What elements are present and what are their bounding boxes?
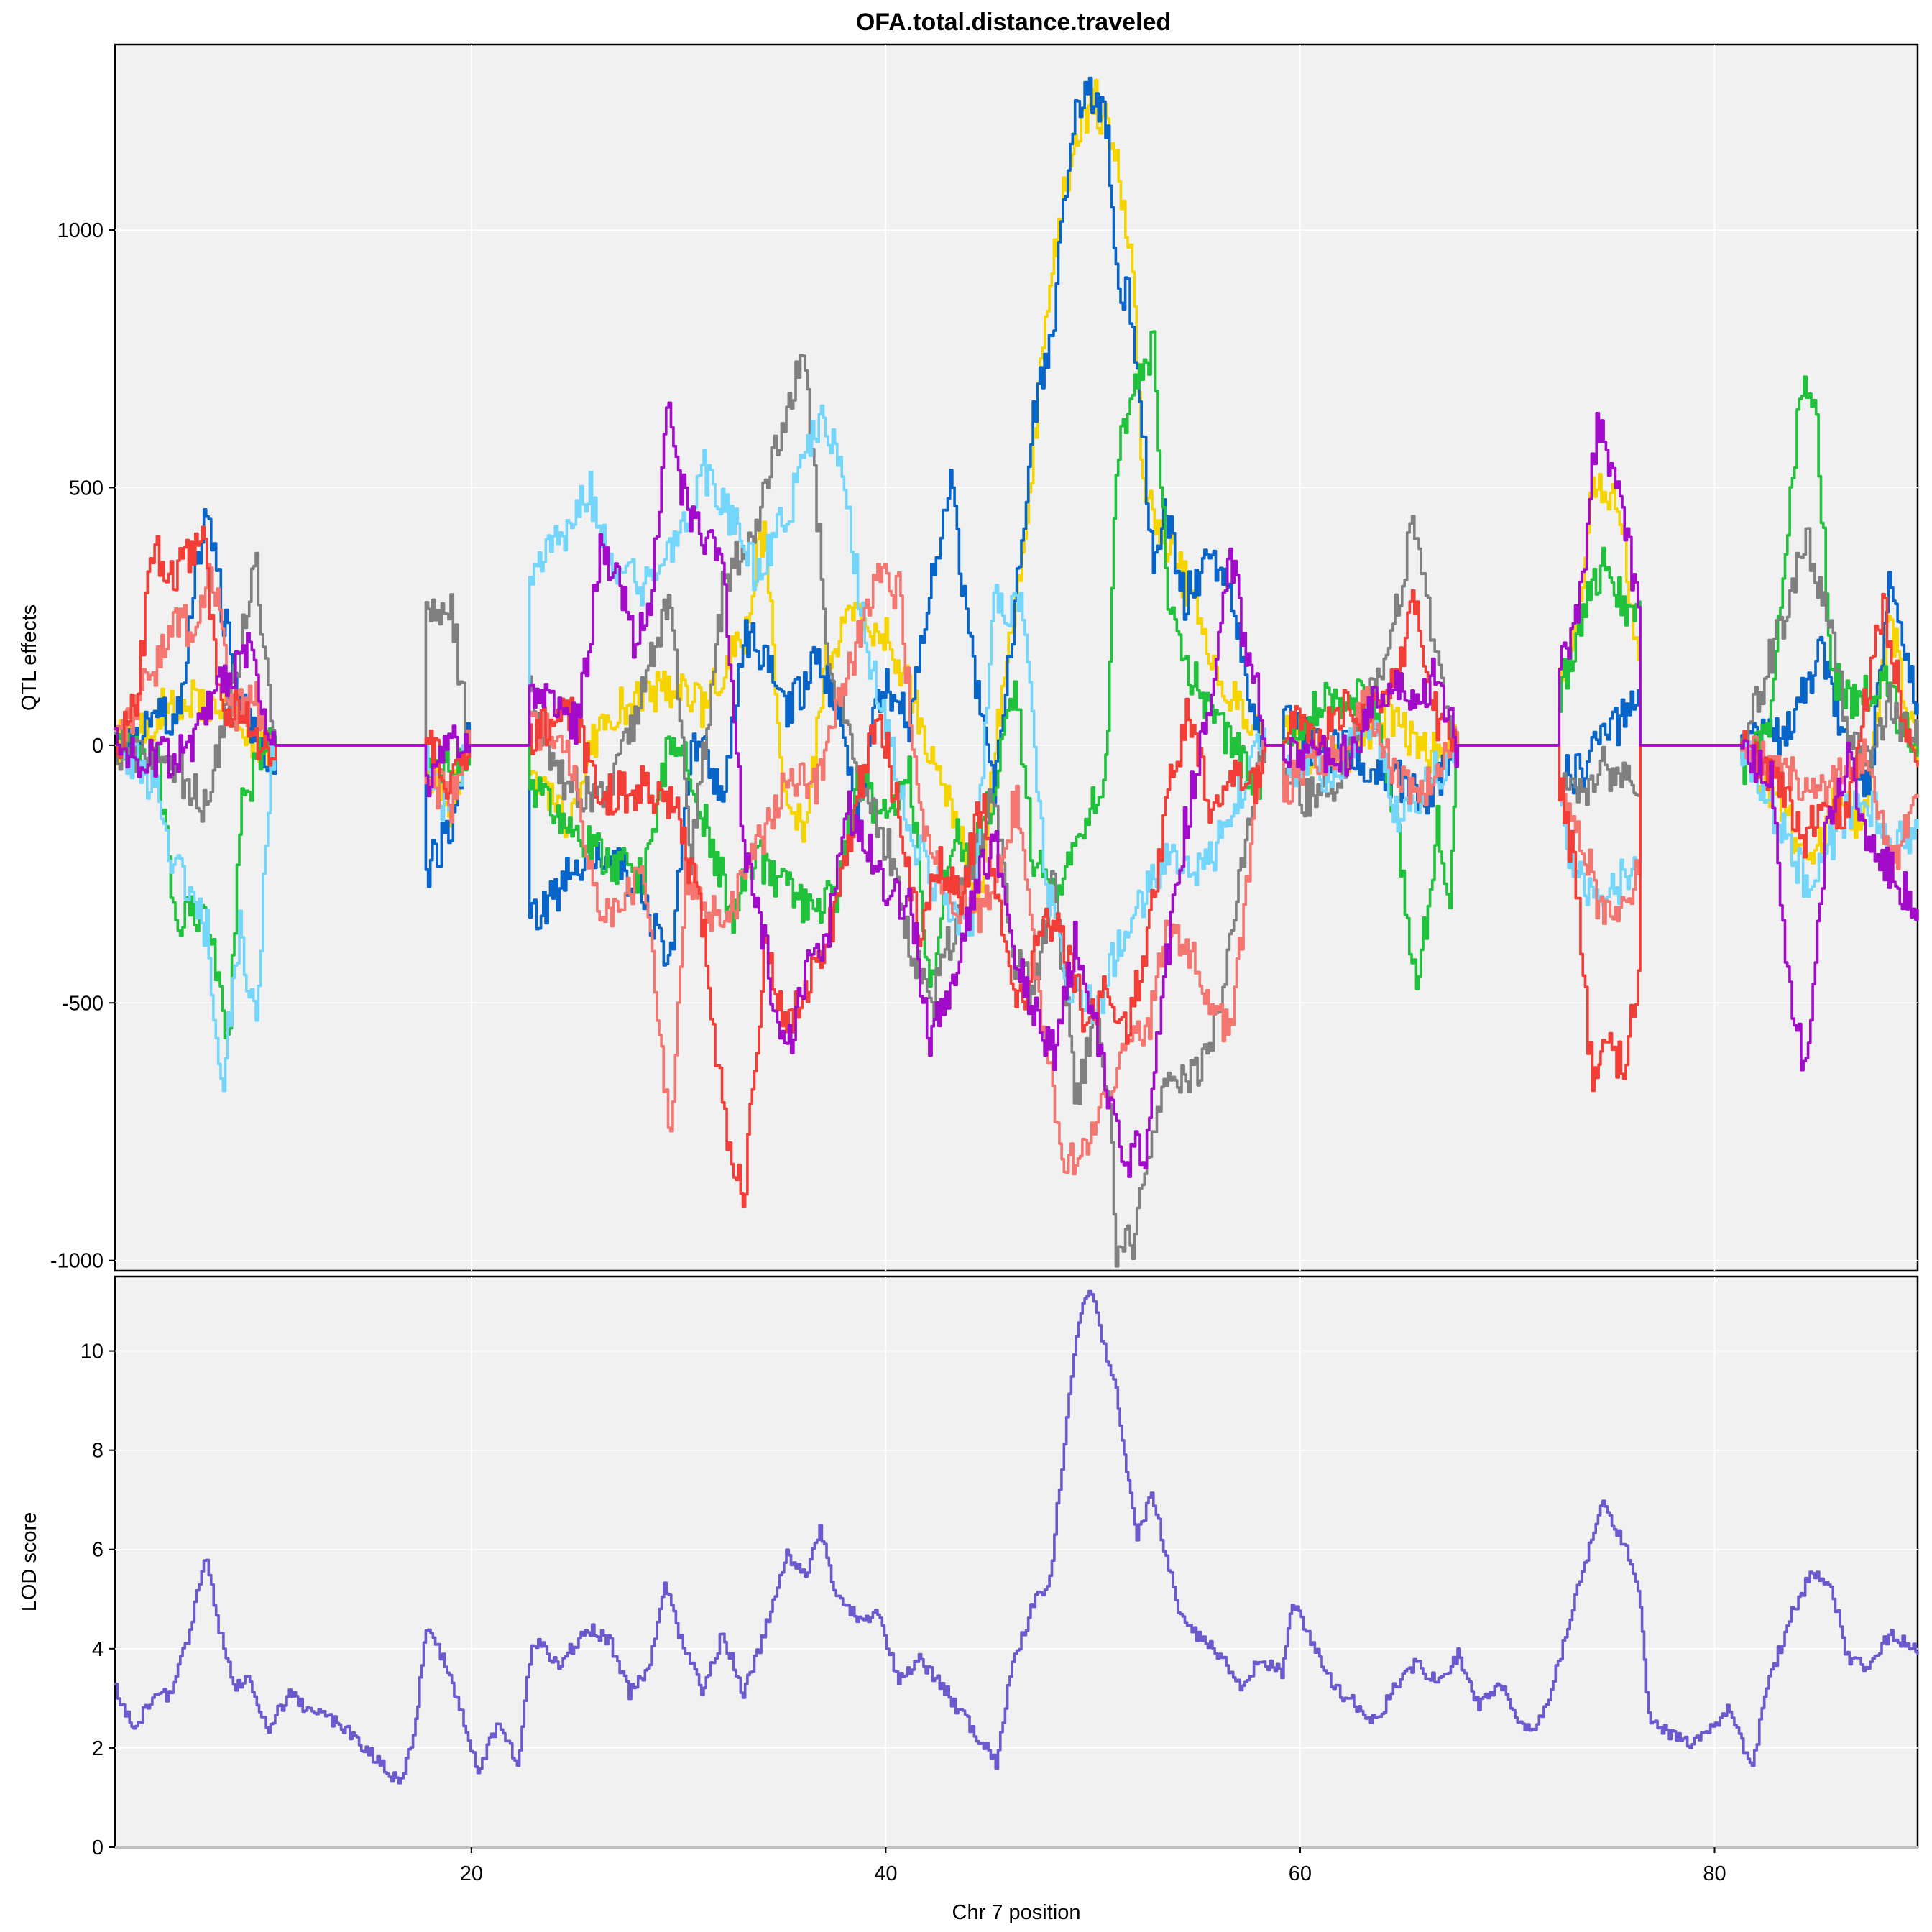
- effects-series-line: [114, 76, 1919, 967]
- y-tick-label: 1000: [57, 219, 104, 242]
- x-axis-ticks: 20 40 60 80: [460, 1847, 1726, 1885]
- lod-gridlines: [115, 1276, 1918, 1848]
- lod-panel: 0 2 4 6 8 10 LOD score: [18, 1275, 1919, 1859]
- effects-panel: -1000 -500 0 500 1000 QTL effects: [18, 43, 1919, 1273]
- y-tick-label: 500: [69, 477, 104, 500]
- lod-panel-background: [114, 1275, 1919, 1849]
- y-tick-label: 8: [92, 1440, 104, 1463]
- x-tick-label: 40: [874, 1862, 897, 1885]
- y-tick-label: 4: [92, 1638, 104, 1661]
- y-tick-label: 10: [80, 1340, 104, 1363]
- y-tick-label: -1000: [50, 1250, 104, 1273]
- effects-series-line: [114, 525, 1919, 1208]
- effects-series-line: [114, 563, 1919, 1176]
- y-tick-label: 2: [92, 1737, 104, 1760]
- x-tick-label: 60: [1289, 1862, 1312, 1885]
- x-tick-label: 80: [1703, 1862, 1726, 1885]
- x-tick-label: 20: [460, 1862, 483, 1885]
- effects-y-ticks: -1000 -500 0 500 1000: [50, 219, 115, 1273]
- effects-panel-background: [114, 43, 1919, 1272]
- y-tick-label: 0: [92, 1836, 104, 1859]
- lod-y-ticks: 0 2 4 6 8 10: [80, 1340, 115, 1859]
- y-tick-label: 0: [92, 735, 104, 758]
- lod-series-group: [114, 1289, 1919, 1785]
- y-tick-label: 6: [92, 1539, 104, 1562]
- chart-title: OFA.total.distance.traveled: [856, 9, 1171, 36]
- lod-series-line: [114, 1289, 1919, 1785]
- effects-series-line: [114, 401, 1919, 1178]
- effects-series-group: [114, 76, 1919, 1268]
- effects-series-line: [114, 404, 1919, 1092]
- effects-y-axis-label: QTL effects: [18, 604, 41, 711]
- x-axis-label: Chr 7 position: [952, 1901, 1081, 1924]
- lod-y-axis-label: LOD score: [18, 1512, 41, 1612]
- y-tick-label: -500: [62, 992, 104, 1015]
